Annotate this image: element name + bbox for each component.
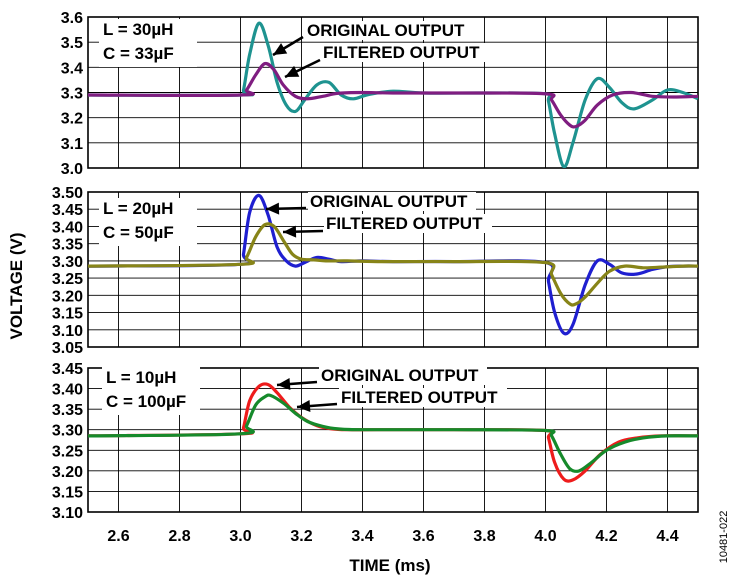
y-tick-label: 3.10 xyxy=(52,323,83,340)
x-tick-label: 3.0 xyxy=(229,528,251,545)
annotation-filtered-output-background xyxy=(324,214,492,233)
annotation-filtered-output: FILTERED OUTPUT xyxy=(326,214,483,233)
chart-panel-1: 3.0 3.1 3.2 3.3 3.4 3.5 3.6 L = 30µH C = 33µF ORI… xyxy=(61,10,699,178)
y-tick-label: 3.30 xyxy=(52,423,83,440)
y-tick-label: 3.25 xyxy=(52,443,83,460)
x-tick-label: 3.6 xyxy=(412,528,434,545)
x-tick-label: 3.8 xyxy=(473,528,495,545)
series-line-filtered xyxy=(88,393,698,473)
y-tick-label: 3.20 xyxy=(52,288,83,305)
x-axis-label: TIME (ms) xyxy=(349,556,430,575)
chart-panels: 3.0 3.1 3.2 3.3 3.4 3.5 3.6 L = 30µH C = 33µF ORI… xyxy=(52,10,699,522)
chart-panel-3: 3.10 3.15 3.20 3.25 3.30 3.35 3.40 3.45 L = 10µH… xyxy=(52,361,699,522)
arrow-original-output-head xyxy=(277,378,291,391)
parameter-label-background xyxy=(99,19,197,67)
x-tick-label: 3.2 xyxy=(290,528,312,545)
x-tick-label: 4.4 xyxy=(656,528,678,545)
plot-frame xyxy=(87,16,699,169)
y-tick-label: 3.35 xyxy=(52,237,83,254)
annotation-filtered-output-background xyxy=(339,388,507,407)
annotation-original-output: ORIGINAL OUTPUT xyxy=(321,366,479,385)
parameter-label: L = 10µH C = 100µF xyxy=(102,367,200,415)
y-tick-label: 3.1 xyxy=(61,136,83,153)
arrow-original-output-head xyxy=(266,202,280,215)
y-tick-label: 3.5 xyxy=(61,35,83,52)
parameter-label: L = 20µH C = 50µF xyxy=(99,198,197,246)
annotation-original-output: ORIGINAL OUTPUT xyxy=(310,192,468,211)
y-tick-label: 3.40 xyxy=(52,219,83,236)
parameter-capacitance: C = 33µF xyxy=(103,44,174,63)
arrow-original-output-head xyxy=(273,43,288,55)
y-tick-label: 3.0 xyxy=(61,161,83,178)
y-tick-label: 3.40 xyxy=(52,382,83,399)
chart-panel-2: 3.053.103.153.203.253.303.353.403.453.50… xyxy=(52,185,699,357)
annotation-original-output-background xyxy=(308,192,476,211)
x-tick-label: 2.8 xyxy=(168,528,190,545)
y-tick-label: 3.15 xyxy=(52,484,83,501)
y-tick-label: 3.05 xyxy=(52,340,83,357)
arrow-filtered-output-head xyxy=(283,225,297,238)
arrow-filtered-output-head xyxy=(297,400,311,413)
parameter-capacitance: C = 100µF xyxy=(106,392,186,411)
x-tick-label: 4.0 xyxy=(534,528,556,545)
x-tick-label: 2.6 xyxy=(107,528,129,545)
parameter-inductance: L = 10µH xyxy=(106,368,176,387)
parameter-capacitance: C = 50µF xyxy=(103,223,174,242)
series-line-original xyxy=(88,21,698,168)
y-tick-label: 3.2 xyxy=(61,111,83,128)
annotation-filtered-output: FILTERED OUTPUT xyxy=(323,43,480,62)
y-tick-label: 3.30 xyxy=(52,254,83,271)
annotation-filtered-output: FILTERED OUTPUT xyxy=(341,388,498,407)
series-line-filtered xyxy=(88,222,698,307)
annotation-original-output-background xyxy=(305,21,473,40)
y-tick-label: 3.10 xyxy=(52,505,83,522)
annotation-original-output-background xyxy=(319,366,487,385)
arrow-filtered-output-head xyxy=(285,65,300,77)
parameter-label: L = 30µH C = 33µF xyxy=(99,19,197,67)
y-axis-label: VOLTAGE (V) xyxy=(7,232,26,339)
y-tick-label: 3.3 xyxy=(61,86,83,103)
y-tick-label: 3.15 xyxy=(52,306,83,323)
parameter-inductance: L = 20µH xyxy=(103,199,173,218)
y-tick-label: 3.25 xyxy=(52,271,83,288)
y-tick-label: 3.6 xyxy=(61,10,83,27)
y-tick-label: 3.50 xyxy=(52,185,83,202)
parameter-label-background xyxy=(102,367,200,415)
parameter-inductance: L = 30µH xyxy=(103,20,173,39)
y-tick-label: 3.4 xyxy=(61,60,83,77)
annotation-original-output: ORIGINAL OUTPUT xyxy=(307,21,465,40)
x-tick-label: 3.4 xyxy=(351,528,373,545)
y-tick-label: 3.20 xyxy=(52,464,83,481)
y-tick-label: 3.45 xyxy=(52,361,83,378)
y-tick-label: 3.35 xyxy=(52,402,83,419)
y-tick-label: 3.45 xyxy=(52,202,83,219)
series-line-filtered xyxy=(88,61,698,129)
x-tick-label: 4.2 xyxy=(595,528,617,545)
annotation-filtered-output-background xyxy=(321,43,489,62)
parameter-label-background xyxy=(99,198,197,246)
x-axis: 2.6 2.8 3.0 3.2 3.4 3.6 3.8 4.0 4.2 4.4 xyxy=(107,528,678,545)
figure-id-label: 10481-022 xyxy=(718,511,730,564)
